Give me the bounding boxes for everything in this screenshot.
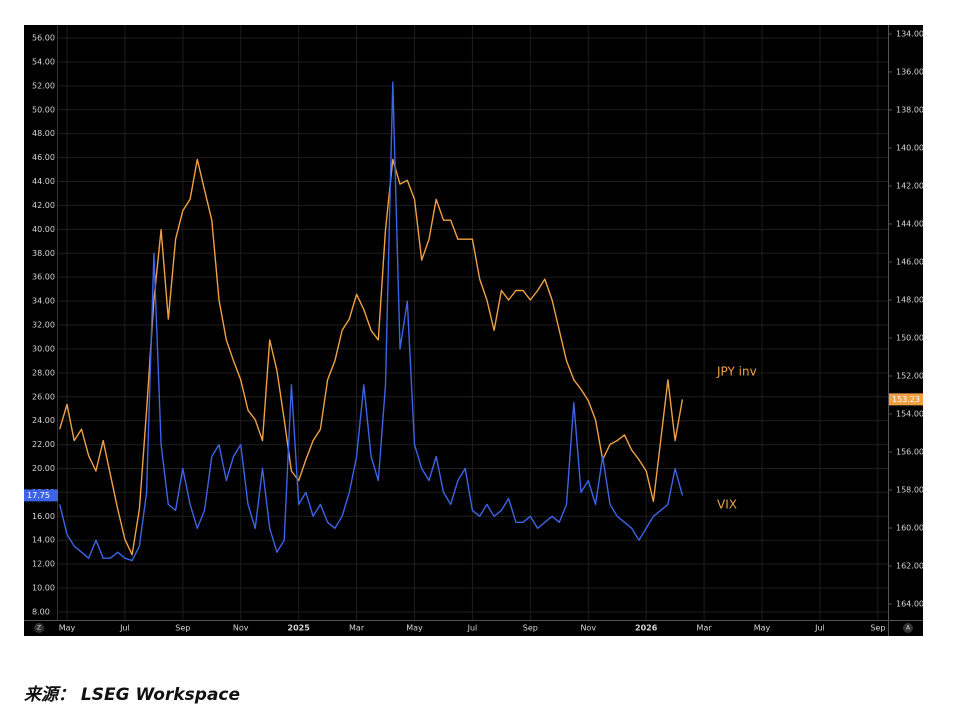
y-tick-label: 44.00	[32, 177, 55, 186]
y-tick-label: 38.00	[32, 249, 55, 258]
y2-tick-label: 136.00	[896, 67, 924, 76]
y-tick-label: 24.00	[32, 416, 55, 425]
x-tick-label: 2025	[288, 624, 311, 633]
y-tick-label: 20.00	[32, 464, 55, 473]
y2-tick-label: 158.00	[896, 486, 924, 495]
y-tick-label: 52.00	[32, 81, 55, 90]
y-tick-label: 54.00	[32, 57, 55, 66]
x-tick-label: Mar	[349, 624, 365, 633]
last-price-box	[24, 489, 58, 502]
y-tick-label: 8.00	[32, 607, 50, 616]
x-tick-label: Sep	[870, 624, 885, 633]
y2-tick-label: 140.00	[896, 143, 924, 152]
y-tick-label: 26.00	[32, 392, 55, 401]
scale-button-label: Z	[37, 625, 41, 632]
y2-tick-label: 142.00	[896, 181, 924, 190]
y-tick-label: 46.00	[32, 153, 55, 162]
series-label: VIX	[717, 498, 737, 512]
x-tick-label: May	[406, 624, 423, 633]
y2-tick-label: 150.00	[896, 333, 924, 342]
chart-background	[24, 25, 923, 636]
y-tick-label: 22.00	[32, 440, 55, 449]
scale-button-label: A	[906, 625, 911, 632]
source-note: 来源： LSEG Workspace	[24, 685, 241, 705]
chart: 8.0010.0012.0014.0016.0018.0020.0022.002…	[24, 25, 924, 636]
y2-tick-label: 162.00	[896, 562, 924, 571]
y2-tick-label: 144.00	[896, 219, 924, 228]
y2-tick-label: 164.00	[896, 600, 924, 609]
x-tick-label: Sep	[523, 624, 538, 633]
scale-button	[903, 623, 913, 633]
y2-tick-label: 134.00	[896, 29, 924, 38]
y-tick-label: 36.00	[32, 273, 55, 282]
last-price-box	[889, 393, 923, 406]
y-tick-label: 28.00	[32, 368, 55, 377]
series-label: JPY inv	[716, 365, 757, 379]
series-line	[59, 158, 684, 556]
y-tick-label: 16.00	[32, 512, 55, 521]
y-tick-label: 32.00	[32, 321, 55, 330]
last-price-label: 153.23	[892, 395, 920, 404]
x-tick-label: Jul	[467, 624, 478, 633]
x-tick-label: Jul	[119, 624, 130, 633]
x-tick-label: 2026	[635, 624, 658, 633]
y-tick-label: 48.00	[32, 129, 55, 138]
y-tick-label: 34.00	[32, 297, 55, 306]
y2-tick-label: 148.00	[896, 295, 924, 304]
y-tick-label: 40.00	[32, 225, 55, 234]
y-tick-label: 10.00	[32, 584, 55, 593]
x-tick-label: Nov	[233, 624, 249, 633]
y-tick-label: 42.00	[32, 201, 55, 210]
y2-tick-label: 152.00	[896, 371, 924, 380]
x-tick-label: May	[59, 624, 76, 633]
y-tick-label: 56.00	[32, 34, 55, 43]
y-tick-label: 12.00	[32, 560, 55, 569]
y2-tick-label: 156.00	[896, 448, 924, 457]
scale-button	[34, 623, 44, 633]
y-tick-label: 50.00	[32, 105, 55, 114]
x-tick-label: Mar	[697, 624, 713, 633]
y2-tick-label: 138.00	[896, 105, 924, 114]
x-tick-label: May	[754, 624, 771, 633]
last-price-label: 17.75	[27, 491, 50, 500]
y-tick-label: 30.00	[32, 344, 55, 353]
y2-tick-label: 160.00	[896, 524, 924, 533]
y2-tick-label: 154.00	[896, 410, 924, 419]
x-tick-label: Jul	[814, 624, 825, 633]
y2-tick-label: 146.00	[896, 257, 924, 266]
x-tick-label: Nov	[580, 624, 596, 633]
y-tick-label: 14.00	[32, 536, 55, 545]
series-line	[59, 81, 684, 562]
x-tick-label: Sep	[175, 624, 190, 633]
